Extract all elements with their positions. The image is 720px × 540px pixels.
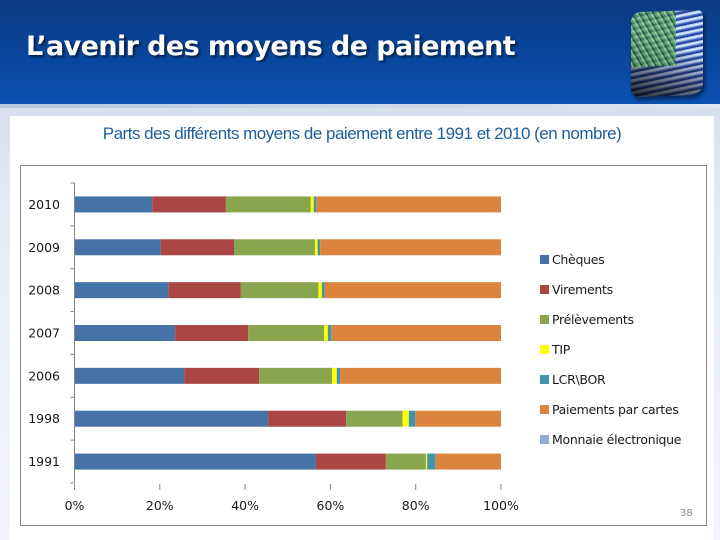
y-tick-label: 2010 — [28, 197, 60, 212]
legend-swatch — [540, 254, 549, 264]
y-tick-label: 2006 — [28, 368, 60, 383]
legend-label: LCR\BOR — [552, 371, 606, 387]
legend-swatch — [540, 314, 549, 324]
bar-segment-1998-2 — [346, 410, 403, 427]
bar-segment-2006-5 — [340, 367, 501, 384]
bar-segment-2008-5 — [324, 282, 501, 299]
legend-item: Chèques — [540, 244, 710, 274]
bar-segment-2007-2 — [248, 325, 325, 341]
bar-segment-2007-4 — [327, 325, 332, 341]
y-tick-label: 2008 — [28, 283, 60, 298]
bar-segment-2008-3 — [318, 282, 322, 299]
x-tick-label: 20% — [146, 498, 174, 513]
bar-segment-2007-3 — [324, 325, 328, 341]
legend-swatch — [540, 404, 549, 414]
x-tick-label: 60% — [317, 498, 345, 513]
bar-segment-2009-0 — [74, 239, 161, 256]
legend-label: Prélèvements — [552, 311, 634, 327]
slide-number: 38 — [680, 508, 693, 519]
bar-segment-2008-2 — [240, 282, 319, 299]
bar-segment-2006-4 — [336, 367, 341, 384]
bar-segment-2009-5 — [320, 239, 501, 256]
axes-layer: 2010 2009 2008 2007 2006 1998 1991 0% 20% 40% 60% 8… — [28, 182, 519, 513]
bar-segment-1991-1 — [315, 453, 386, 470]
legend-label: Chèques — [552, 251, 605, 267]
legend-item: Monnaie électronique — [540, 424, 710, 454]
bar-segment-2007-0 — [74, 325, 176, 341]
bar-segment-2007-5 — [331, 325, 501, 341]
bar-segment-2009-4 — [317, 239, 321, 256]
legend-label: TIP — [552, 341, 570, 357]
bar-segment-1998-0 — [74, 410, 269, 427]
legend-swatch — [540, 284, 549, 294]
chart-title: Parts des différents moyens de paiement … — [102, 124, 622, 143]
bar-segment-2006-1 — [184, 367, 260, 384]
legend-label: Virements — [552, 281, 613, 297]
y-tick-label: 2009 — [28, 240, 60, 255]
y-tick-label: 1998 — [28, 411, 60, 426]
bar-segment-1991-3 — [425, 453, 428, 470]
bar-segment-2010-5 — [316, 196, 501, 213]
bar-segment-2010-2 — [225, 196, 311, 213]
legend-label: Monnaie électronique — [552, 431, 682, 447]
legend-item: Virements — [540, 274, 710, 304]
bar-segment-2006-3 — [332, 367, 337, 384]
bar-segment-2010-4 — [313, 196, 317, 213]
y-tick-label: 2007 — [28, 326, 60, 341]
x-tick-label: 80% — [402, 498, 430, 513]
bar-segment-1998-4 — [408, 410, 416, 427]
slide-title: L’avenir des moyens de paiement — [26, 31, 516, 62]
bar-segment-1998-5 — [415, 410, 501, 427]
bar-segment-2009-3 — [315, 239, 318, 256]
x-tick-label: 40% — [231, 498, 259, 513]
bar-segment-2008-4 — [321, 282, 325, 299]
bar-segment-1998-1 — [268, 410, 347, 427]
y-tick-label: 1991 — [28, 454, 60, 469]
bar-segment-1991-2 — [385, 453, 426, 470]
bar-segment-2006-0 — [74, 367, 185, 384]
bar-segment-2009-2 — [234, 239, 316, 256]
bar-segment-2006-2 — [259, 367, 333, 384]
legend-item: TIP — [540, 334, 710, 364]
bar-segment-2010-0 — [74, 196, 153, 213]
bar-segment-2010-3 — [310, 196, 314, 213]
legend-item: Paiements par cartes — [540, 394, 710, 424]
bar-segment-1991-5 — [435, 453, 501, 470]
bar-segment-2010-1 — [152, 196, 226, 213]
legend-item: Prélèvements — [540, 304, 710, 334]
bars-layer — [74, 196, 501, 470]
bar-segment-2007-1 — [175, 325, 249, 341]
x-tick-label: 100% — [483, 498, 519, 513]
chart-legend: Chèques Virements Prélèvements TIP LCR\BOR Pa… — [540, 244, 710, 454]
slide-header: L’avenir des moyens de paiement — [0, 0, 720, 108]
bar-segment-1991-0 — [74, 453, 316, 470]
legend-label: Paiements par cartes — [552, 401, 679, 417]
x-tick-label: 0% — [65, 498, 85, 513]
bar-segment-2008-1 — [168, 282, 241, 299]
bar-segment-1991-4 — [427, 453, 436, 470]
legend-swatch — [540, 344, 549, 354]
bar-segment-2008-0 — [74, 282, 169, 299]
bar-segment-2009-1 — [160, 239, 235, 256]
legend-item: LCR\BOR — [540, 364, 710, 394]
legend-swatch — [540, 434, 549, 444]
legend-swatch — [540, 374, 549, 384]
bar-segment-1998-3 — [402, 410, 409, 427]
